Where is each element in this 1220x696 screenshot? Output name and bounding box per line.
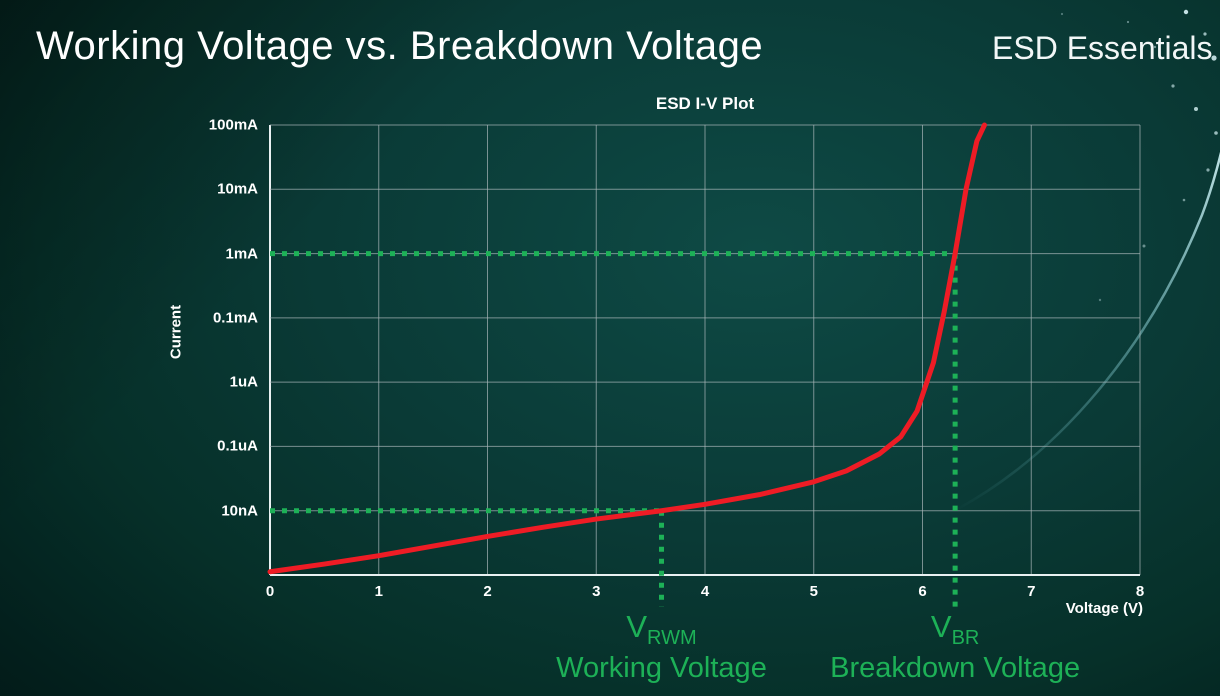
- y-tick-label: 1uA: [229, 373, 258, 391]
- swoosh-curve: [951, 151, 1220, 514]
- page-title: Working Voltage vs. Breakdown Voltage: [36, 24, 764, 68]
- y-tick-label: 1mA: [225, 245, 258, 263]
- marker-vbr-sub: BR: [951, 627, 980, 650]
- y-axis-label: Current: [167, 304, 185, 360]
- marker-vbr-v: V: [930, 609, 952, 644]
- x-tick-label: 2: [483, 583, 492, 600]
- marker-vrwm-sub: RWM: [647, 627, 697, 650]
- marker-vbr-caption: Breakdown Voltage: [830, 652, 1081, 685]
- y-tick-label: 0.1uA: [217, 437, 258, 455]
- x-axis-label: Voltage (V): [1065, 600, 1143, 617]
- marker-vbr: VBR Breakdown Voltage: [830, 609, 1081, 685]
- y-tick-label: 0.1mA: [212, 309, 258, 327]
- x-tick-label: 8: [1135, 583, 1145, 600]
- x-tick-label: 1: [374, 583, 383, 600]
- marker-vrwm-symbol: VRWM: [556, 609, 767, 650]
- y-tick-label: 10nA: [221, 502, 258, 520]
- marker-vrwm: VRWM Working Voltage: [556, 609, 767, 685]
- y-tick-label: 100mA: [208, 116, 258, 134]
- x-tick-label: 4: [700, 583, 710, 600]
- marker-vrwm-v: V: [626, 609, 648, 644]
- sparkle-dots: [1021, 9, 1218, 302]
- x-tick-label: 3: [592, 583, 601, 600]
- x-tick-label: 5: [809, 583, 818, 600]
- x-tick-label: 7: [1027, 583, 1036, 600]
- x-tick-label: 6: [918, 583, 927, 600]
- marker-vbr-symbol: VBR: [830, 609, 1080, 650]
- marker-vrwm-caption: Working Voltage: [556, 652, 767, 685]
- chart-title: ESD I-V Plot: [655, 94, 755, 113]
- x-tick-label: 0: [265, 583, 275, 600]
- brand-logo: ESD Essentials: [992, 30, 1213, 66]
- iv-curve: [267, 122, 987, 575]
- y-tick-label: 10mA: [217, 180, 258, 198]
